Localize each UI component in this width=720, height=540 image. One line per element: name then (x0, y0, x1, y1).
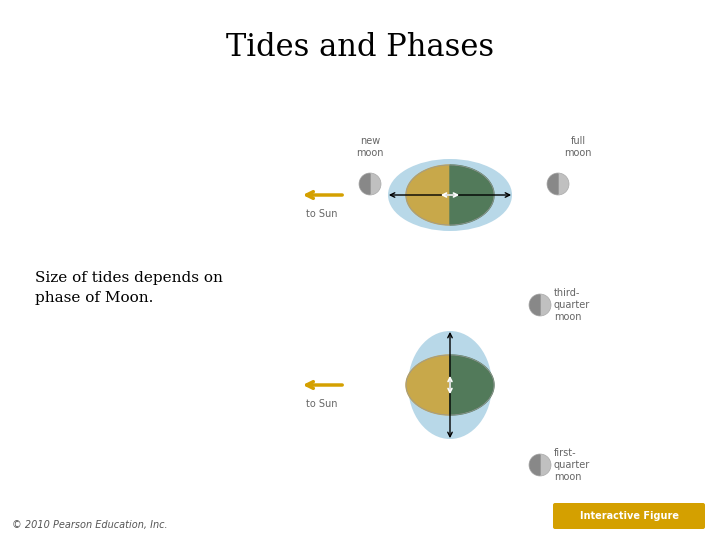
Polygon shape (450, 355, 494, 415)
Polygon shape (406, 355, 450, 415)
Polygon shape (548, 174, 558, 194)
Circle shape (529, 454, 551, 476)
Text: first-
quarter
moon: first- quarter moon (554, 448, 590, 482)
Text: Interactive Figure: Interactive Figure (580, 511, 678, 521)
Text: to Sun: to Sun (306, 209, 338, 219)
Polygon shape (530, 455, 540, 475)
FancyBboxPatch shape (553, 503, 705, 529)
Ellipse shape (388, 159, 512, 231)
Circle shape (359, 173, 381, 195)
Polygon shape (530, 295, 540, 315)
Text: third-
quarter
moon: third- quarter moon (554, 288, 590, 322)
Polygon shape (450, 165, 494, 225)
Text: Tides and Phases: Tides and Phases (226, 32, 494, 63)
Ellipse shape (408, 331, 492, 439)
Polygon shape (360, 174, 370, 194)
Polygon shape (406, 165, 450, 225)
Text: full
moon: full moon (564, 137, 592, 158)
Text: new
moon: new moon (356, 137, 384, 158)
Circle shape (529, 294, 551, 316)
Text: Size of tides depends on
phase of Moon.: Size of tides depends on phase of Moon. (35, 271, 223, 305)
Text: © 2010 Pearson Education, Inc.: © 2010 Pearson Education, Inc. (12, 520, 168, 530)
Text: to Sun: to Sun (306, 399, 338, 409)
Circle shape (547, 173, 569, 195)
